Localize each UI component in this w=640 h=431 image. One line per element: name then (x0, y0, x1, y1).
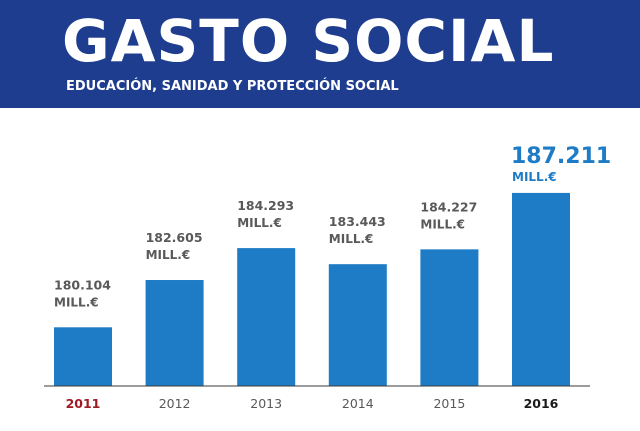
data-label-value: 182.605 (146, 230, 203, 245)
data-label-value: 184.227 (420, 199, 477, 214)
data-label-unit: MILL.€ (54, 295, 99, 309)
x-tick-label: 2013 (250, 396, 282, 411)
x-tick-label: 2015 (433, 396, 465, 411)
data-label-value: 184.293 (237, 198, 294, 213)
data-label-unit: MILL.€ (420, 217, 465, 231)
x-tick-label: 2011 (66, 396, 101, 411)
x-tick-label: 2016 (524, 396, 559, 411)
data-label-unit: MILL.€ (146, 248, 191, 262)
data-label-unit: MILL.€ (237, 216, 282, 230)
x-tick-label: 2012 (159, 396, 191, 411)
data-label-unit: MILL.€ (512, 170, 557, 184)
bar-2011 (54, 327, 112, 386)
data-label-unit: MILL.€ (329, 232, 374, 246)
bar-2015 (420, 249, 479, 386)
bar-2016 (512, 192, 570, 386)
data-label-value: 180.104 (54, 277, 111, 292)
x-tick-label: 2014 (342, 396, 374, 411)
page-title: GASTO SOCIAL (62, 7, 555, 75)
header-banner: GASTO SOCIAL EDUCACIÓN, SANIDAD Y PROTEC… (0, 0, 640, 108)
page-subtitle: EDUCACIÓN, SANIDAD Y PROTECCIÓN SOCIAL (66, 79, 399, 94)
data-label-value: 183.443 (329, 214, 386, 229)
bar-2013 (237, 248, 296, 386)
bar-2014 (328, 264, 387, 386)
bar-chart: 180.104 MILL.€ 2011 182.605 MILL.€ 2012 184.29… (44, 144, 611, 411)
bar-2012 (145, 280, 204, 386)
data-label-value: 187.211 (511, 144, 611, 169)
